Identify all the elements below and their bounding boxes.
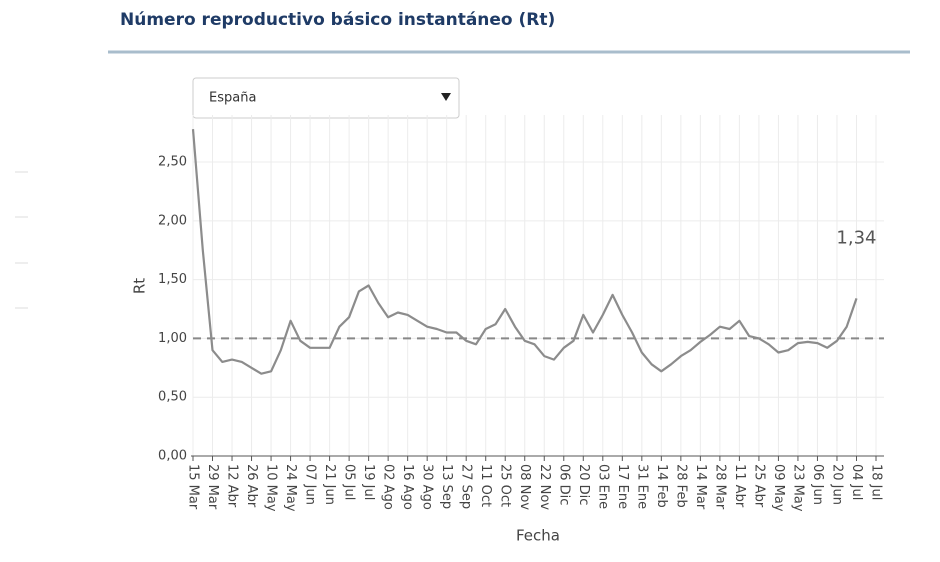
x-tick-label: 31 Ene [634,464,649,509]
y-tick-label: 1,00 [158,331,187,346]
dropdown-arrow[interactable] [441,93,451,101]
y-tick-label: 0,00 [158,449,187,464]
x-tick-label: 02 Ago [381,464,396,510]
x-tick-label: 13 Sep [439,464,454,509]
x-tick-label: 24 May [283,464,298,512]
x-tick-label: 25 Abr [751,464,766,508]
x-tick-label: 25 Oct [498,464,513,507]
x-tick-label: 17 Ene [615,464,630,509]
y-tick-label: 2,00 [158,213,187,228]
x-tick-label: 08 Nov [517,464,532,510]
x-tick-label: 04 Jul [849,464,864,500]
x-tick-label: 11 Oct [478,464,493,507]
x-tick-label: 12 Abr [225,464,240,508]
x-tick-label: 14 Feb [654,464,669,508]
y-tick-label: 2,50 [158,155,187,170]
value-label: 1,34 [836,227,876,248]
x-tick-label: 06 Jun [810,464,825,505]
dropdown-value[interactable]: España [209,91,256,106]
x-tick-label: 03 Ene [595,464,610,509]
x-tick-label: 23 May [790,464,805,512]
x-tick-label: 14 Mar [693,464,708,510]
rt-line [191,129,858,375]
x-tick-label: 09 May [771,464,786,512]
x-tick-label: 06 Dic [556,464,571,505]
dropdown-box[interactable] [192,77,460,119]
x-tick-label: 20 Jun [829,464,844,505]
x-tick-label: 15 Mar [186,464,201,510]
x-tick-label: 26 Abr [244,464,259,508]
x-tick-label: 05 Jul [342,464,357,500]
dropdown[interactable]: España [192,77,460,119]
x-tick-label: 11 Abr [732,464,747,508]
x-tick-label: 10 May [264,464,279,512]
x-tick-label: 22 Nov [537,464,552,510]
x-tick-label: 20 Dic [576,464,591,505]
x-tick-label: 27 Sep [459,464,474,509]
x-tick-label: 18 Jul [869,464,884,500]
x-tick-label: 07 Jun [303,464,318,505]
y-tick-label: 1,50 [158,272,187,287]
x-tick-label: 28 Mar [712,464,727,510]
x-tick-label: 29 Mar [205,464,220,510]
x-axis-label: Fecha [516,527,560,545]
x-tick-label: 19 Jul [361,464,376,500]
x-tick-label: 16 Ago [400,464,415,510]
x-tick-label: 30 Ago [420,464,435,510]
y-axis-label: Rt [131,278,149,294]
x-tick-label: 21 Jun [322,464,337,505]
x-tick-label: 28 Feb [673,464,688,508]
chart-title: Número reproductivo básico instantáneo (… [120,10,555,30]
y-tick-label: 0,50 [158,390,187,405]
